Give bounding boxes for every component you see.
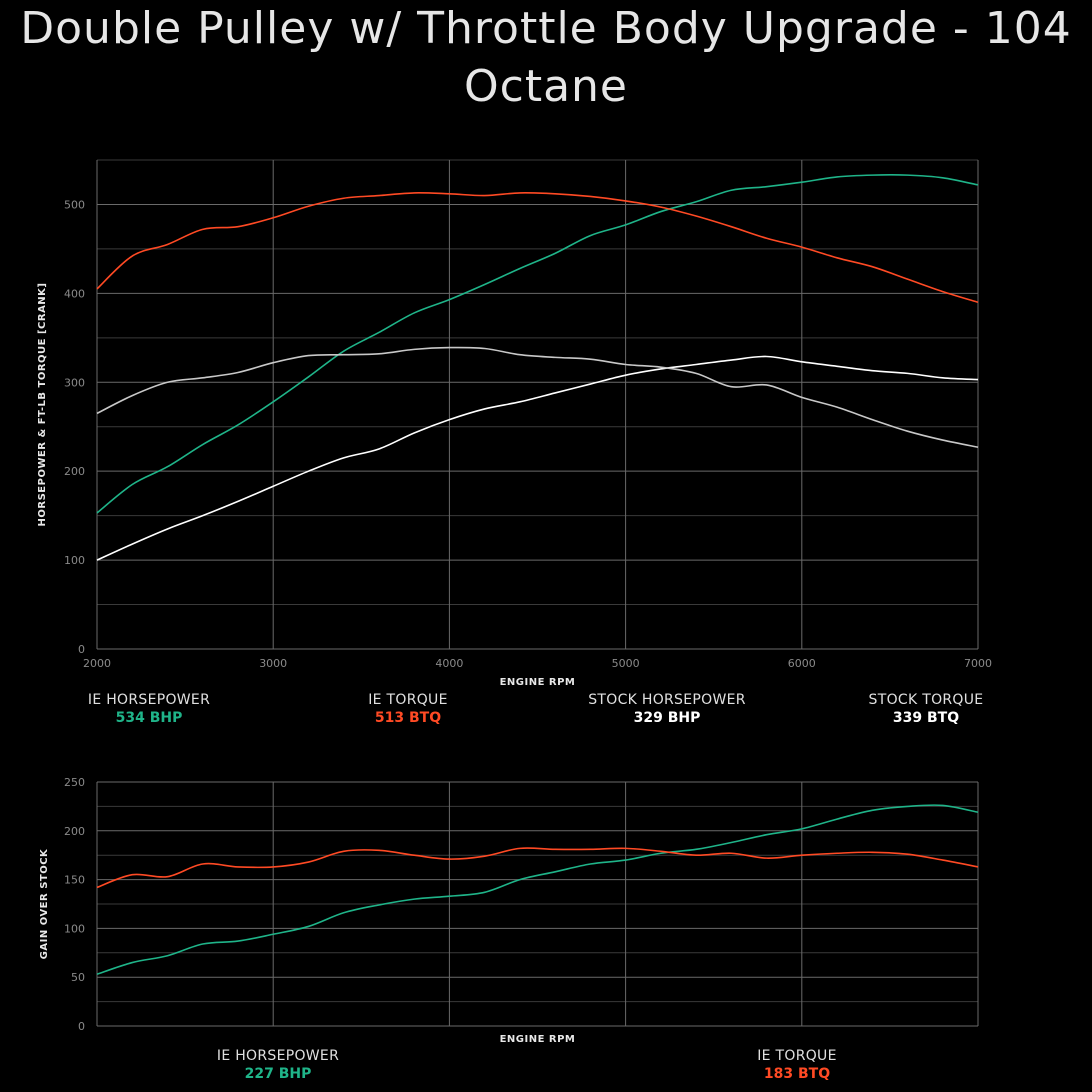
x-tick-label: 7000 (964, 657, 992, 670)
x-axis-title: ENGINE RPM (500, 677, 576, 688)
y-tick-label: 100 (64, 554, 85, 567)
summary-ie-horsepower: IE HORSEPOWER 534 BHP (39, 692, 259, 726)
y-tick-label: 400 (64, 287, 85, 300)
top-chart-plot: 0 100 200 300 400 500 2000 3000 4000 5000 6000 7000… (37, 159, 992, 688)
summary-value: 227 BHP (244, 1066, 312, 1082)
summary-value: 513 BTQ (374, 710, 442, 726)
y-tick-label: 200 (64, 825, 85, 838)
summary-label: IE HORSEPOWER (87, 692, 211, 708)
summary-label: STOCK TORQUE (868, 692, 984, 708)
y-tick-label: 500 (64, 198, 85, 211)
series-line-ie-horsepower (96, 804, 979, 976)
series-line-stock-torque (96, 346, 979, 448)
y-tick-label: 0 (78, 643, 85, 656)
x-tick-label: 3000 (259, 657, 287, 670)
y-axis-title: HORSEPOWER & FT-LB TORQUE [CRANK] (37, 283, 48, 527)
series-line-ie-horsepower (96, 174, 979, 514)
series-line-ie-torque (96, 192, 979, 304)
bottom-chart-plot: 0 50 100 150 200 250 ENGINE RPM GAIN OVER STOCK (39, 776, 979, 1045)
summary-value: 183 BTQ (763, 1066, 831, 1082)
summary-stock-torque: STOCK TORQUE 339 BTQ (816, 692, 1036, 726)
y-tick-label: 300 (64, 376, 85, 389)
series-line-ie-torque (96, 847, 979, 889)
summary-label: STOCK HORSEPOWER (588, 692, 746, 708)
summary-gain-torque: IE TORQUE 183 BTQ (687, 1048, 907, 1082)
y-tick-label: 0 (78, 1020, 85, 1033)
summary-label: IE TORQUE (368, 692, 448, 708)
summary-ie-torque: IE TORQUE 513 BTQ (298, 692, 518, 726)
series-line-stock-horsepower (96, 355, 979, 561)
x-tick-label: 4000 (435, 657, 463, 670)
x-axis-title: ENGINE RPM (500, 1034, 576, 1045)
summary-stock-horsepower: STOCK HORSEPOWER 329 BHP (557, 692, 777, 726)
y-axis-title: GAIN OVER STOCK (39, 848, 50, 959)
x-tick-label: 6000 (788, 657, 816, 670)
y-tick-label: 250 (64, 776, 85, 789)
summary-value: 534 BHP (115, 710, 183, 726)
x-tick-label: 5000 (612, 657, 640, 670)
summary-label: IE TORQUE (757, 1048, 837, 1064)
x-tick-label: 2000 (83, 657, 111, 670)
y-tick-label: 50 (71, 971, 85, 984)
summary-label: IE HORSEPOWER (216, 1048, 340, 1064)
summary-value: 339 BTQ (892, 710, 960, 726)
summary-value: 329 BHP (633, 710, 701, 726)
summary-gain-horsepower: IE HORSEPOWER 227 BHP (168, 1048, 388, 1082)
y-tick-label: 150 (64, 874, 85, 887)
y-tick-label: 200 (64, 465, 85, 478)
chart-title: Double Pulley w/ Throttle Body Upgrade -… (20, 3, 1072, 112)
y-tick-label: 100 (64, 922, 85, 935)
